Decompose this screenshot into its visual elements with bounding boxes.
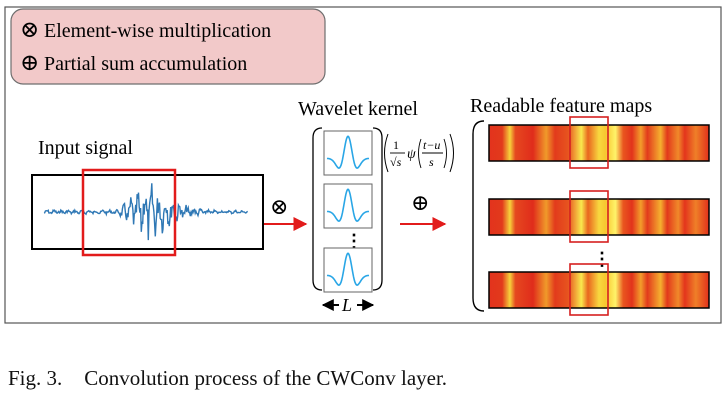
kernel-tile <box>323 247 373 293</box>
formula-arg-denominator: s <box>429 155 434 169</box>
kernel-ellipsis: ⋮ <box>345 231 363 251</box>
feature-map-row <box>488 190 710 243</box>
wavelet-formula: 1 √s ψ t−u s <box>384 133 454 173</box>
formula-inner-right-paren <box>443 138 447 169</box>
input-signal-panel: Input signal <box>31 137 264 257</box>
formula-left-paren <box>384 133 389 173</box>
multiply-operator: ⊗ <box>270 194 288 219</box>
kernel-left-bracket <box>312 127 323 291</box>
feature-map-highlight <box>569 263 609 316</box>
kernel-tile <box>323 183 373 229</box>
wavelet-kernel-title: Wavelet kernel <box>298 98 418 120</box>
kernel-right-bracket <box>372 127 383 291</box>
formula-inner-left-paren <box>418 138 422 169</box>
accumulate-operator: ⊕ <box>411 190 429 215</box>
kernel-tile <box>323 130 373 176</box>
feature-map-row <box>488 116 710 169</box>
caption-label: Fig. 3. <box>8 366 63 390</box>
figure-caption: Fig. 3. Convolution process of the CWConv… <box>8 366 447 391</box>
legend-box: ⊗ Element-wise multiplication ⊕ Partial … <box>10 8 326 85</box>
wavelet-curve <box>326 252 370 286</box>
formula-arg-numerator: t−u <box>423 138 440 152</box>
feature-maps-panel: Readable feature maps ⋮ <box>470 95 710 316</box>
feature-map-row <box>488 263 710 316</box>
wavelet-kernel-panel: Wavelet kernel ⋮ 1 √s ψ t−u s <box>298 98 454 315</box>
caption-text: Convolution process of the CWConv layer. <box>84 366 448 390</box>
legend-multiply-symbol: ⊗ <box>20 17 39 42</box>
wavelet-curve <box>326 188 370 222</box>
feature-map-highlight <box>569 190 609 243</box>
legend-multiply-label: Element-wise multiplication <box>44 20 271 42</box>
formula-right-paren <box>449 133 454 173</box>
formula-psi: ψ <box>407 147 416 162</box>
signal-waveform <box>43 183 249 241</box>
legend-accumulate-symbol: ⊕ <box>20 50 39 75</box>
input-signal-title: Input signal <box>38 137 133 159</box>
formula-numerator: 1 <box>393 138 399 152</box>
feature-maps-left-bracket <box>472 120 485 312</box>
legend-accumulate-label: Partial sum accumulation <box>44 53 247 75</box>
formula-denominator: √s <box>390 155 402 169</box>
signal-window <box>81 168 177 257</box>
kernel-width-label: L <box>341 295 352 315</box>
feature-map-highlight <box>569 116 609 169</box>
feature-maps-title: Readable feature maps <box>470 95 652 117</box>
wavelet-curve <box>326 135 370 169</box>
legend-background <box>10 8 326 85</box>
kernel-width-label-bg <box>339 296 357 314</box>
